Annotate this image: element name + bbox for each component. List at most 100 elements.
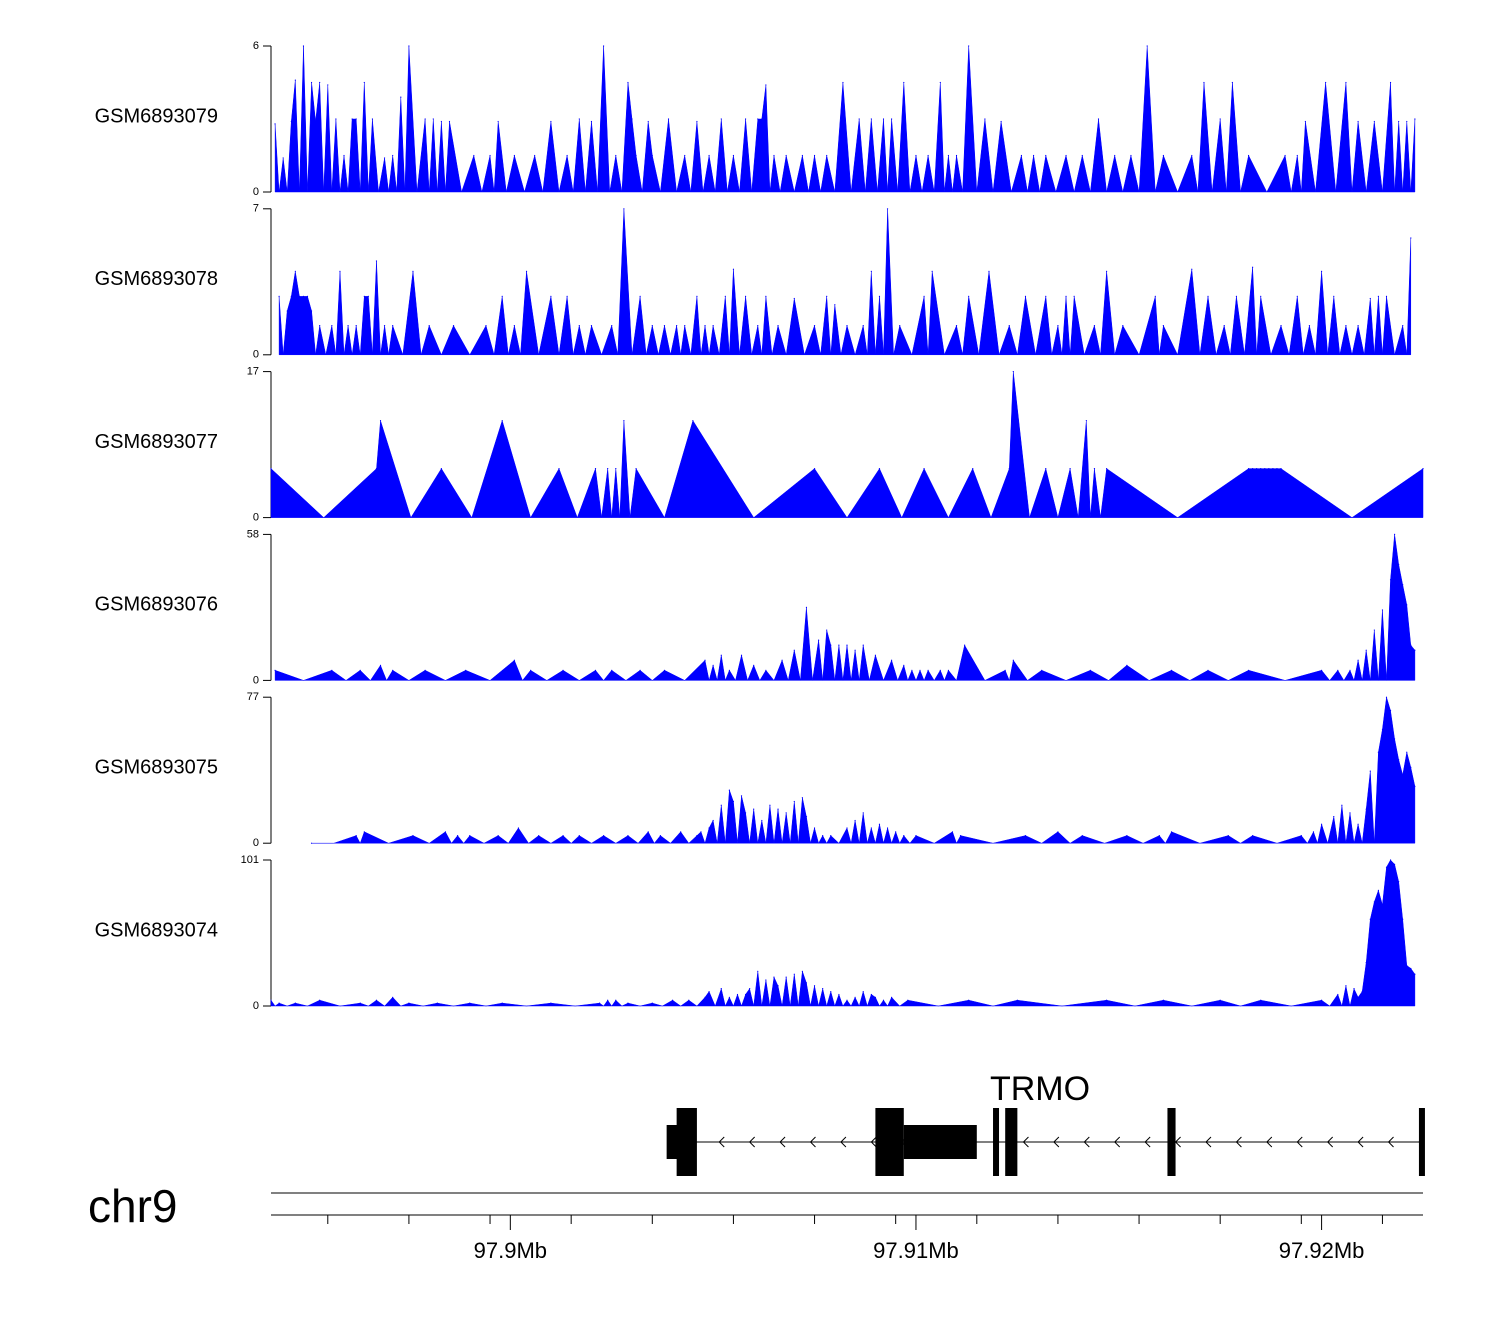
coverage-point	[671, 999, 674, 1001]
coverage-point	[1126, 664, 1128, 666]
coverage-point	[351, 118, 353, 120]
coverage-point	[744, 812, 747, 814]
coverage-point	[732, 268, 735, 270]
coverage-point	[1280, 468, 1282, 470]
coverage-point	[1256, 468, 1258, 470]
coverage-point	[838, 993, 840, 996]
coverage-point	[1357, 325, 1359, 327]
coverage-point	[886, 827, 889, 829]
coverage-point	[1122, 325, 1124, 327]
coverage-point	[306, 295, 309, 297]
coverage-point	[1414, 785, 1416, 787]
track-GSM6893074: GSM6893074 0 101	[95, 854, 1416, 1012]
coverage-point	[740, 654, 743, 656]
coverage-point	[335, 118, 337, 120]
coverage-point	[1268, 468, 1270, 470]
strand-arrow	[1357, 1136, 1364, 1148]
coverage-point	[623, 208, 625, 210]
coverage-point	[607, 468, 609, 470]
coverage-point	[846, 325, 848, 327]
coverage-point	[651, 154, 653, 157]
coverage-point	[720, 804, 722, 806]
coverage-point	[968, 999, 970, 1001]
coverage-point	[578, 835, 580, 837]
y-tick-label: 17	[247, 366, 259, 378]
coverage-point	[270, 468, 272, 470]
strand-arrow	[840, 1136, 847, 1148]
coverage-point	[1004, 669, 1006, 671]
coverage-point	[728, 996, 730, 998]
coverage-point	[785, 812, 787, 814]
coverage-point	[363, 81, 365, 84]
coverage-area	[274, 534, 1416, 682]
coverage-point	[1057, 831, 1059, 833]
coverage-point	[363, 831, 365, 833]
coverage-point	[761, 819, 763, 822]
coverage-point	[793, 800, 795, 803]
track-GSM6893075: GSM6893075 0 77	[95, 691, 1416, 849]
coverage-point	[590, 120, 593, 123]
coverage-point	[538, 835, 540, 837]
axis-tick-label: 97.9Mb	[474, 1238, 547, 1263]
gene-exon	[903, 1125, 977, 1159]
strand-arrow	[1296, 1136, 1303, 1148]
coverage-point	[611, 325, 613, 327]
coverage-point	[708, 154, 710, 157]
coverage-point	[777, 325, 779, 327]
coverage-point	[753, 664, 755, 666]
coverage-point	[1320, 669, 1323, 671]
coverage-point	[1389, 81, 1392, 84]
strand-arrow	[1022, 1136, 1029, 1148]
coverage-point	[302, 295, 305, 297]
coverage-point	[1337, 993, 1339, 996]
coverage-point	[1365, 962, 1367, 964]
coverage-point	[1032, 154, 1035, 157]
gene-exon	[1418, 1108, 1425, 1176]
y-tick-label: 0	[253, 1000, 259, 1012]
y-tick-label: 0	[253, 674, 259, 686]
coverage-point	[903, 664, 905, 666]
coverage-point	[740, 795, 743, 797]
coverage-point	[558, 468, 560, 470]
coverage-point	[749, 988, 751, 990]
coverage-point	[615, 468, 617, 470]
coverage-point	[1422, 468, 1424, 470]
y-tick-label: 101	[241, 854, 259, 866]
coverage-point	[598, 1002, 601, 1004]
coverage-point	[830, 835, 832, 837]
gene-utr	[666, 1125, 679, 1159]
coverage-point	[501, 295, 503, 297]
coverage-point	[878, 295, 881, 297]
coverage-point	[801, 970, 803, 972]
coverage-point	[826, 295, 828, 297]
coverage-point	[1333, 816, 1335, 818]
y-tick-label: 0	[253, 349, 259, 361]
coverage-point	[594, 468, 597, 470]
strand-arrow	[870, 1136, 877, 1148]
strand-arrow	[1144, 1136, 1151, 1148]
coverage-point	[927, 669, 929, 671]
coverage-point	[846, 999, 848, 1001]
track-GSM6893078: GSM6893078 0 7	[95, 203, 1412, 361]
coverage-point	[1260, 468, 1262, 470]
coverage-point	[383, 157, 386, 159]
strand-arrow	[1235, 1136, 1242, 1148]
coverage-point	[830, 990, 832, 993]
coverage-point	[286, 310, 288, 312]
coverage-point	[676, 325, 678, 327]
coverage-point	[915, 835, 917, 837]
coverage-point	[1247, 468, 1250, 470]
coverage-point	[578, 325, 580, 327]
coverage-point	[1398, 759, 1400, 761]
coverage-point	[278, 295, 280, 297]
coverage-point	[773, 154, 775, 157]
coverage-point	[984, 118, 986, 120]
coverage-point	[1377, 295, 1379, 297]
coverage-point	[1024, 835, 1027, 837]
coverage-point	[700, 831, 702, 833]
coverage-point	[696, 295, 698, 297]
strand-arrow	[1053, 1136, 1060, 1148]
coverage-point	[813, 154, 816, 157]
coverage-point	[1414, 649, 1416, 651]
coverage-point	[753, 808, 755, 810]
